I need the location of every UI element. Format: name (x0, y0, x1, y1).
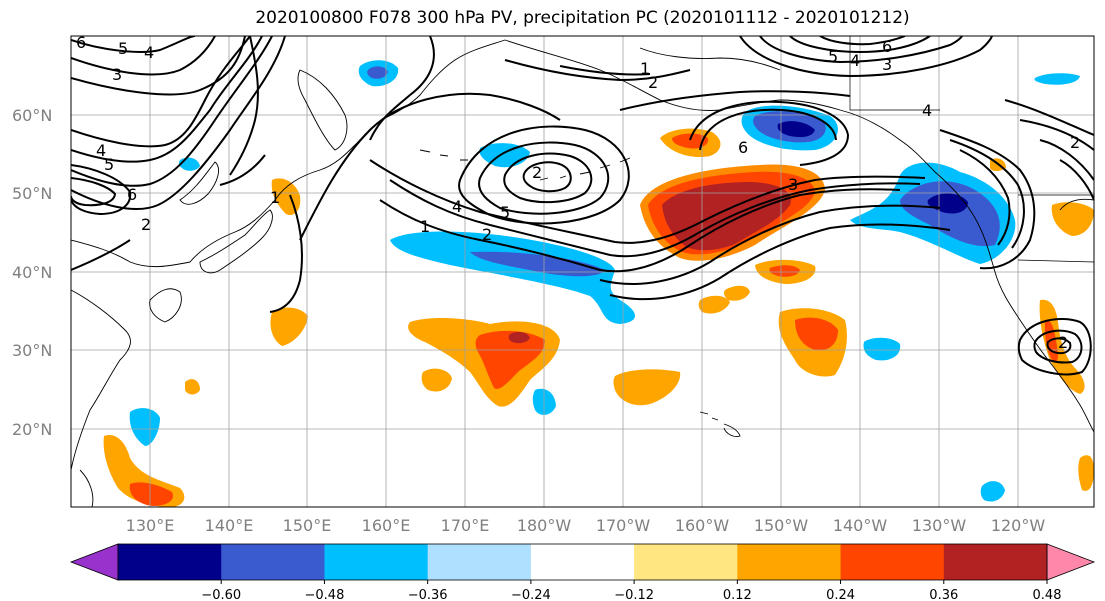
contour-label: 5 (118, 39, 128, 58)
lon-label: 180°W (517, 516, 572, 535)
lon-label: 130°E (126, 516, 175, 535)
pv-contours (71, 36, 1094, 376)
map-border (70, 35, 1095, 508)
contour-label: 2 (482, 225, 492, 244)
colorbar-swatch (737, 544, 842, 580)
contour-label: 1 (270, 188, 280, 207)
contour-label: 3 (788, 175, 798, 194)
contour-label: 4 (452, 197, 462, 216)
contour-label: 5 (104, 155, 114, 174)
colorbar-tick-label: −0.36 (408, 588, 448, 601)
lat-label: 20°N (12, 420, 52, 439)
contour-label: 6 (738, 138, 748, 157)
lon-label: 160°W (675, 516, 730, 535)
contour-label: 6 (127, 185, 137, 204)
contour-label: 3 (112, 65, 122, 84)
colorbar: −0.60 −0.48 −0.36 −0.24 −0.12 0.12 0.24 0.36 0.4… (69, 543, 1096, 601)
colorbar-swatches (69, 543, 1096, 581)
colorbar-tick-label: 0.12 (723, 588, 752, 601)
lon-label: 120°W (991, 516, 1046, 535)
colorbar-swatch (530, 544, 635, 580)
contour-label: 4 (850, 51, 860, 70)
colorbar-extend-low (69, 543, 119, 581)
lon-label: 140°E (205, 516, 254, 535)
lat-label: 50°N (12, 184, 52, 203)
contour-label: 1 (420, 217, 430, 236)
lon-label: 160°E (362, 516, 411, 535)
colorbar-swatch (840, 544, 945, 580)
colorbar-tick-label: −0.48 (305, 588, 345, 601)
contour-label: 2 (648, 73, 658, 92)
latitude-labels: 60°N 50°N 40°N 30°N 20°N (12, 106, 52, 439)
colorbar-tick-label: 0.24 (826, 588, 855, 601)
contour-label: 5 (500, 203, 510, 222)
gridlines (71, 36, 1094, 507)
colorbar-tick-label: 0.48 (1033, 588, 1062, 601)
lat-label: 40°N (12, 263, 52, 282)
lon-label: 150°W (754, 516, 809, 535)
contour-label: 4 (96, 141, 106, 160)
lat-label: 30°N (12, 341, 52, 360)
contour-label: 6 (76, 33, 86, 52)
longitude-labels: 130°E 140°E 150°E 160°E 170°E 180°W 170°… (126, 516, 1046, 535)
lon-label: 140°W (833, 516, 888, 535)
contour-label: 2 (1070, 133, 1080, 152)
contour-label: 2 (141, 215, 151, 234)
colorbar-extend-high (1046, 543, 1096, 581)
contour-label: 4 (922, 101, 932, 120)
contour-labels: 6 5 4 3 4 5 6 1 2 1 2 4 5 1 2 3 5 4 3 6 … (76, 33, 1080, 352)
lon-label: 170°W (596, 516, 651, 535)
lon-label: 130°W (912, 516, 967, 535)
contour-label: 2 (532, 163, 542, 182)
contour-label: 5 (828, 47, 838, 66)
colorbar-tick-label: 0.36 (929, 588, 958, 601)
lon-label: 150°E (283, 516, 332, 535)
colorbar-tick-label: −0.60 (201, 588, 241, 601)
lat-label: 60°N (12, 106, 52, 125)
colorbar-outline (117, 543, 1048, 581)
colorbar-tick-label: −0.12 (614, 588, 654, 601)
contour-label: 3 (882, 55, 892, 74)
colorbar-swatch (943, 544, 1048, 580)
contour-label: 4 (144, 43, 154, 62)
colorbar-swatch (118, 544, 222, 580)
colorbar-swatch (427, 544, 532, 580)
contour-label: 6 (882, 37, 892, 56)
contour-label: 1 (640, 59, 650, 78)
colorbar-ticks: −0.60 −0.48 −0.36 −0.24 −0.12 0.12 0.24 0.36 0.4… (201, 580, 1062, 601)
map-title: 2020100800 F078 300 hPa PV, precipitatio… (255, 8, 910, 28)
colorbar-tick-label: −0.24 (511, 588, 551, 601)
colorbar-swatch (634, 544, 738, 580)
colorbar-swatch (324, 544, 429, 580)
contour-label: 2 (1058, 333, 1068, 352)
lon-label: 170°E (441, 516, 490, 535)
colorbar-swatch (221, 544, 325, 580)
